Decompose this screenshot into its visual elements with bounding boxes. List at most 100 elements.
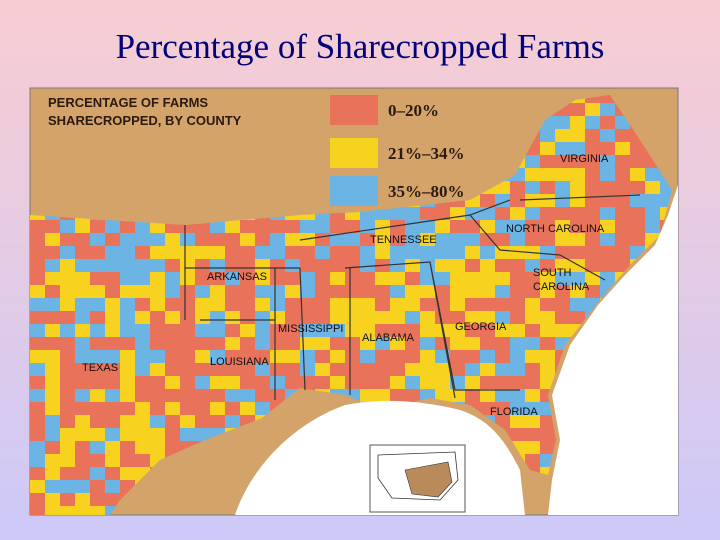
county — [75, 350, 94, 365]
county — [570, 103, 585, 117]
county — [630, 220, 649, 235]
county — [510, 246, 527, 263]
county — [90, 285, 105, 300]
county — [540, 181, 557, 195]
county — [135, 246, 152, 263]
county — [645, 207, 661, 222]
county — [330, 220, 347, 233]
state-label: ARKANSAS — [207, 271, 267, 283]
state-label: FLORIDA — [490, 406, 538, 418]
county — [540, 324, 557, 340]
county — [510, 389, 525, 406]
county — [345, 233, 360, 249]
county — [180, 298, 196, 311]
county — [225, 259, 243, 275]
county — [360, 389, 377, 404]
county — [60, 324, 75, 337]
county — [300, 363, 316, 377]
county — [135, 311, 150, 327]
county — [345, 376, 360, 393]
county — [405, 324, 422, 337]
county — [45, 337, 62, 352]
county — [30, 298, 47, 315]
county — [330, 363, 347, 376]
county — [540, 194, 555, 209]
county — [135, 376, 151, 390]
county — [540, 259, 556, 274]
county — [375, 311, 392, 328]
county — [375, 207, 394, 222]
county — [225, 272, 241, 285]
county — [135, 428, 151, 442]
county — [45, 298, 62, 315]
county — [435, 376, 454, 393]
county — [60, 233, 76, 247]
county — [60, 454, 75, 467]
county — [540, 298, 556, 313]
county — [405, 220, 424, 233]
county — [45, 311, 64, 325]
county — [150, 428, 168, 442]
county — [60, 428, 77, 441]
county — [180, 324, 198, 339]
county — [360, 324, 379, 338]
county — [465, 350, 481, 364]
county — [240, 259, 259, 273]
county — [135, 324, 151, 341]
county — [585, 103, 603, 118]
county — [555, 311, 574, 327]
county — [510, 233, 528, 246]
county — [450, 363, 465, 377]
county — [315, 324, 331, 340]
county — [225, 285, 241, 298]
county — [600, 194, 616, 207]
legend-label: 0–20% — [388, 101, 439, 120]
county — [600, 220, 616, 236]
county — [405, 350, 421, 366]
county — [525, 363, 540, 379]
county — [255, 324, 272, 341]
county — [600, 142, 618, 159]
county — [465, 376, 482, 389]
county — [30, 233, 47, 249]
county — [105, 506, 121, 515]
county — [30, 467, 48, 482]
county — [555, 298, 572, 315]
county — [120, 350, 139, 366]
county — [30, 363, 47, 376]
county — [105, 311, 122, 325]
county — [495, 220, 511, 233]
county — [105, 363, 123, 377]
county — [135, 441, 152, 455]
county — [120, 246, 139, 259]
county — [600, 246, 618, 261]
county — [30, 220, 48, 234]
county — [285, 363, 301, 377]
county — [105, 259, 120, 275]
county — [150, 285, 165, 300]
county — [300, 233, 317, 247]
county — [525, 337, 541, 354]
county — [510, 363, 526, 380]
county — [315, 272, 333, 285]
county — [105, 376, 121, 393]
county — [255, 298, 273, 313]
county — [75, 376, 94, 390]
county — [285, 246, 304, 262]
county — [480, 285, 498, 300]
county — [255, 389, 273, 403]
county — [555, 168, 573, 183]
county — [525, 298, 543, 315]
county — [165, 298, 184, 315]
county — [495, 350, 512, 364]
county — [30, 506, 48, 515]
county — [345, 272, 362, 287]
county — [495, 415, 510, 428]
county — [360, 246, 378, 263]
county — [45, 272, 63, 288]
county — [225, 298, 243, 314]
county — [90, 298, 107, 311]
county — [570, 181, 586, 198]
county — [405, 376, 424, 390]
county — [150, 324, 169, 340]
